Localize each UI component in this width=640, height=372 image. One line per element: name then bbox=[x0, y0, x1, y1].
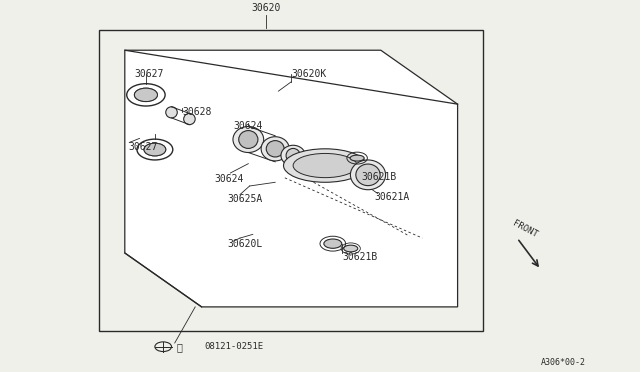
Text: FRONT: FRONT bbox=[511, 218, 539, 239]
Ellipse shape bbox=[351, 160, 385, 190]
Ellipse shape bbox=[266, 141, 284, 157]
Text: 30627: 30627 bbox=[134, 70, 164, 79]
Text: 30628: 30628 bbox=[182, 107, 212, 116]
Ellipse shape bbox=[286, 148, 300, 163]
Text: 30620L: 30620L bbox=[227, 239, 262, 248]
Ellipse shape bbox=[284, 149, 367, 182]
Ellipse shape bbox=[184, 113, 195, 125]
Ellipse shape bbox=[233, 126, 264, 153]
Text: 08121-0251E: 08121-0251E bbox=[205, 342, 264, 351]
Text: Ⓑ: Ⓑ bbox=[176, 342, 182, 352]
Bar bbox=[99, 30, 483, 331]
Ellipse shape bbox=[344, 245, 358, 252]
Text: 30624: 30624 bbox=[234, 122, 263, 131]
Ellipse shape bbox=[261, 137, 289, 161]
Text: 30620K: 30620K bbox=[291, 70, 326, 79]
Text: 30620: 30620 bbox=[251, 3, 280, 13]
Text: 30627: 30627 bbox=[128, 142, 157, 152]
Ellipse shape bbox=[166, 107, 177, 118]
Polygon shape bbox=[125, 50, 458, 307]
Text: 30625A: 30625A bbox=[227, 194, 262, 204]
Ellipse shape bbox=[239, 131, 258, 148]
Ellipse shape bbox=[293, 153, 357, 177]
Circle shape bbox=[134, 88, 157, 102]
Text: 30621A: 30621A bbox=[374, 192, 410, 202]
Text: 30624: 30624 bbox=[214, 174, 244, 183]
Text: A306*00-2: A306*00-2 bbox=[541, 358, 586, 367]
Circle shape bbox=[144, 143, 166, 156]
Text: 30621B: 30621B bbox=[342, 252, 378, 262]
Ellipse shape bbox=[356, 164, 380, 186]
Ellipse shape bbox=[324, 239, 342, 248]
Ellipse shape bbox=[281, 145, 305, 166]
Ellipse shape bbox=[350, 155, 364, 161]
Text: 30621B: 30621B bbox=[362, 172, 397, 182]
